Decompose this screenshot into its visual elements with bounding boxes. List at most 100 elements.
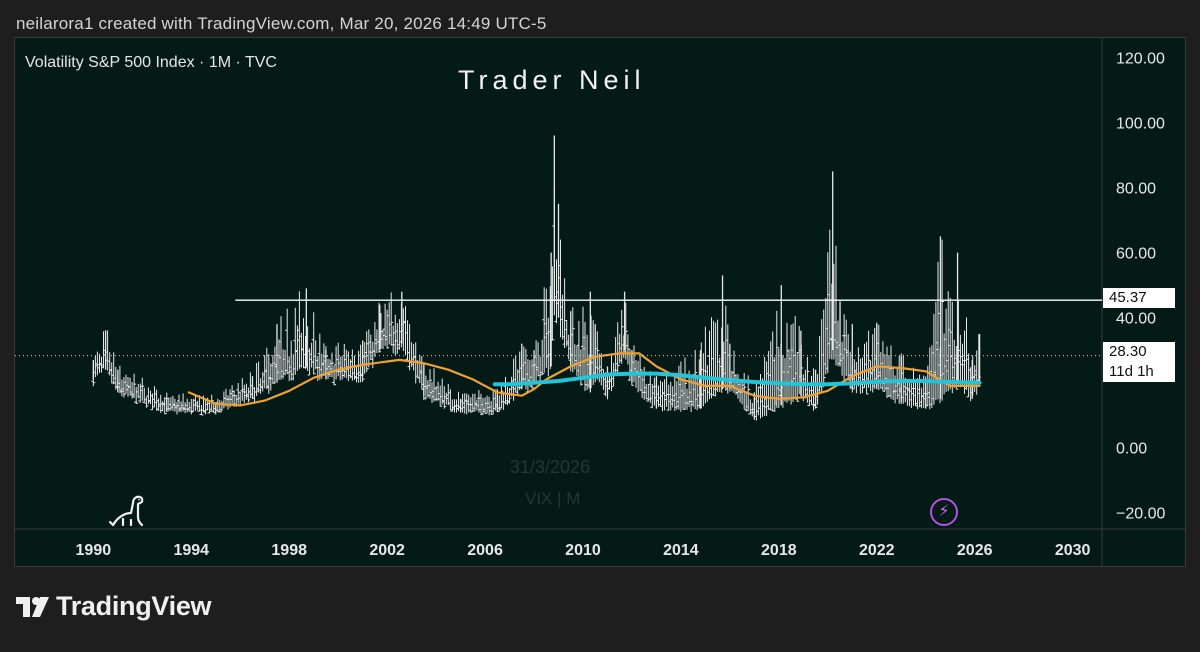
price-bar — [795, 352, 800, 402]
price-bar — [387, 302, 392, 345]
price-bar — [774, 310, 779, 408]
price-bar — [311, 312, 316, 375]
chart-panel[interactable]: 120.00 100.00 80.00 60.00 40.00 0.00 −20.00 199… — [14, 37, 1186, 567]
price-bar — [660, 382, 665, 412]
price-bar — [564, 320, 569, 347]
price-bar — [172, 398, 177, 412]
price-bar — [705, 365, 710, 402]
price-bar — [927, 347, 932, 410]
ghost-date-watermark: 31/3/2026 — [510, 457, 591, 477]
price-bar — [540, 339, 545, 376]
price-bar — [364, 331, 369, 372]
price-bar — [170, 395, 175, 411]
price-bar — [909, 383, 914, 408]
price-bar — [854, 362, 859, 394]
price-bar — [185, 398, 190, 413]
vix-chart[interactable]: 120.00 100.00 80.00 60.00 40.00 0.00 −20.00 199… — [15, 38, 1185, 566]
price-bar — [658, 380, 663, 407]
price-bar — [905, 383, 910, 406]
price-bar — [417, 354, 422, 384]
price-bar — [693, 349, 698, 409]
price-bar — [581, 306, 585, 381]
price-bar — [933, 301, 938, 401]
price-bar — [599, 353, 604, 386]
price-bar — [187, 401, 192, 412]
price-bar — [936, 261, 940, 400]
price-bar — [840, 341, 845, 376]
price-bar — [442, 386, 447, 409]
price-bar — [534, 340, 539, 381]
price-bar — [783, 358, 787, 402]
price-bar — [725, 324, 730, 394]
price-bar — [744, 391, 749, 412]
price-bar — [350, 349, 355, 381]
price-bar — [891, 367, 896, 400]
price-bar — [625, 334, 630, 365]
bar-countdown: 11d 1h — [1103, 362, 1175, 382]
price-bar — [787, 349, 791, 401]
price-bar — [381, 329, 385, 349]
y-tick-label: −20.00 — [1116, 506, 1165, 523]
price-bar — [648, 371, 653, 403]
price-bar — [456, 391, 461, 411]
price-bar — [470, 393, 475, 413]
price-bar — [366, 329, 371, 368]
price-bar — [560, 294, 565, 340]
tradingview-logo-icon[interactable] — [16, 595, 52, 624]
price-bar — [858, 358, 863, 394]
price-bar — [389, 292, 394, 346]
price-bar — [583, 321, 587, 391]
last-price-tag: 28.30 — [1103, 342, 1175, 362]
price-bar — [513, 355, 518, 393]
price-bar — [268, 363, 273, 391]
price-bar — [944, 308, 949, 392]
price-bar — [377, 302, 381, 353]
price-bar — [240, 378, 245, 401]
symbol-legend[interactable]: Volatility S&P 500 Index · 1M · TVC — [25, 54, 277, 71]
ghost-symbol-watermark: VIX | M — [525, 489, 581, 508]
price-bar — [362, 342, 367, 374]
price-bar — [481, 397, 485, 415]
ma-long-line[interactable] — [492, 371, 982, 387]
price-bar — [974, 350, 979, 395]
price-bar — [430, 382, 434, 403]
price-bar — [950, 302, 955, 394]
price-bar — [964, 317, 969, 390]
price-bar — [946, 291, 951, 392]
x-tick-label: 2030 — [1055, 542, 1091, 559]
price-bar — [330, 352, 334, 378]
price-bar — [297, 291, 302, 369]
price-bar — [291, 354, 296, 381]
y-tick-label: 0.00 — [1116, 441, 1147, 458]
price-bar — [664, 371, 669, 407]
price-bar — [962, 330, 967, 394]
price-bar — [391, 325, 396, 354]
price-bar — [546, 317, 551, 377]
price-bar — [907, 379, 912, 407]
price-bar — [972, 365, 977, 392]
price-bar — [128, 377, 133, 396]
price-bar — [93, 355, 98, 378]
price-bar — [140, 377, 145, 401]
y-tick-label: 120.00 — [1116, 51, 1165, 68]
price-bar — [889, 345, 893, 399]
price-bar — [301, 318, 306, 369]
price-bar — [393, 314, 398, 356]
price-bar — [154, 389, 159, 411]
price-bar — [181, 393, 186, 412]
price-bar — [191, 399, 196, 412]
lightning-button[interactable]: ⚡︎ — [930, 498, 958, 526]
price-bar — [293, 307, 298, 375]
tradingview-brand[interactable]: TradingView — [56, 591, 212, 621]
watermark-title: Trader Neil — [458, 65, 646, 95]
price-bar — [189, 398, 194, 415]
price-bar — [499, 382, 504, 409]
dinosaur-icon[interactable] — [108, 489, 149, 534]
price-bar — [299, 332, 304, 368]
price-bar — [111, 352, 116, 385]
price-bar — [601, 369, 606, 390]
price-bar — [124, 374, 128, 394]
price-bar — [525, 359, 530, 393]
price-bar — [464, 393, 469, 415]
price-bar — [117, 365, 122, 394]
